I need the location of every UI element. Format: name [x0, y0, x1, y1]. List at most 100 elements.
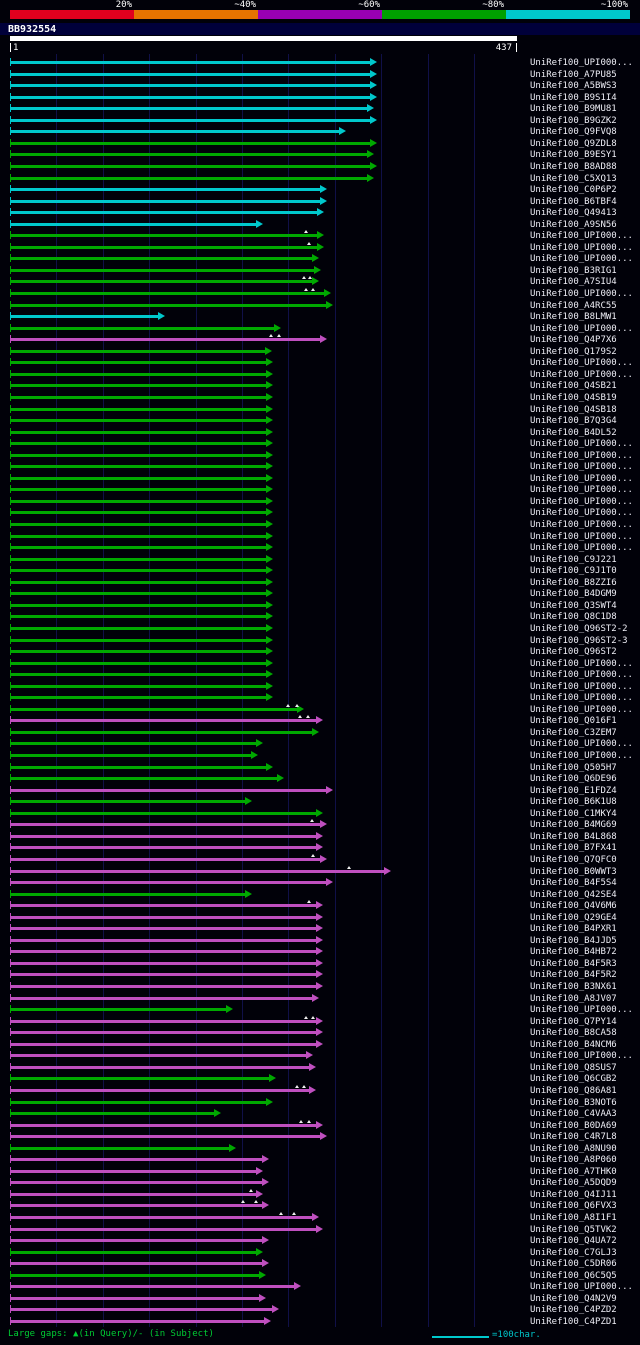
hit-bar[interactable]	[11, 638, 267, 642]
hit-label[interactable]: UniRef100_B9ESY1	[530, 150, 617, 161]
hit-bar[interactable]	[11, 1077, 269, 1081]
hit-bar[interactable]	[11, 869, 384, 873]
hit-label[interactable]: UniRef100_B8ZZI6	[530, 577, 617, 588]
hit-bar[interactable]	[11, 1019, 317, 1023]
hit-label[interactable]: UniRef100_UPI000...	[530, 1005, 633, 1016]
hit-bar[interactable]	[11, 857, 320, 861]
hit-bar[interactable]	[11, 707, 297, 711]
hit-label[interactable]: UniRef100_Q8SUS7	[530, 1062, 617, 1073]
hit-label[interactable]: UniRef100_C4PZD1	[530, 1316, 617, 1327]
hit-bar[interactable]	[11, 1262, 262, 1266]
hit-bar[interactable]	[11, 557, 267, 561]
hit-label[interactable]: UniRef100_B9S1I4	[530, 92, 617, 103]
hit-label[interactable]: UniRef100_UPI000...	[530, 254, 633, 265]
hit-bar[interactable]	[11, 1192, 256, 1196]
hit-bar[interactable]	[11, 696, 267, 700]
hit-label[interactable]: UniRef100_Q4SB21	[530, 381, 617, 392]
hit-bar[interactable]	[11, 1319, 265, 1323]
hit-bar[interactable]	[11, 315, 159, 319]
hit-label[interactable]: UniRef100_C5DR06	[530, 1259, 617, 1270]
hit-bar[interactable]	[11, 164, 370, 168]
hit-bar[interactable]	[11, 985, 317, 988]
hit-label[interactable]: UniRef100_B4F5S4	[530, 878, 617, 889]
hit-bar[interactable]	[11, 476, 267, 480]
hit-bar[interactable]	[11, 1296, 260, 1300]
hit-bar[interactable]	[11, 1204, 262, 1208]
hit-bar[interactable]	[11, 430, 267, 434]
hit-bar[interactable]	[11, 361, 267, 365]
hit-label[interactable]: UniRef100_UPI000...	[530, 739, 633, 750]
hit-bar[interactable]	[11, 292, 325, 295]
hit-label[interactable]: UniRef100_B3RIG1	[530, 265, 617, 276]
hit-bar[interactable]	[11, 1227, 317, 1231]
hit-label[interactable]: UniRef100_UPI000...	[530, 323, 633, 334]
hit-label[interactable]: UniRef100_UPI000...	[530, 520, 633, 530]
hit-label[interactable]: UniRef100_Q8C1D8	[530, 612, 617, 623]
hit-bar[interactable]	[11, 765, 267, 769]
hit-bar[interactable]	[11, 580, 267, 584]
hit-label[interactable]: UniRef100_A7PU85	[530, 69, 617, 80]
hit-label[interactable]: UniRef100_Q3SWT4	[530, 600, 617, 611]
hit-bar[interactable]	[11, 141, 370, 145]
hit-label[interactable]: UniRef100_UPI000...	[530, 658, 633, 669]
hit-label[interactable]: UniRef100_C4PZD2	[530, 1305, 617, 1316]
hit-label[interactable]: UniRef100_Q29GE4	[530, 912, 617, 923]
hit-label[interactable]: UniRef100_UPI000...	[530, 439, 633, 450]
hit-label[interactable]: UniRef100_A8P060	[530, 1155, 617, 1166]
hit-label[interactable]: UniRef100_B4HB72	[530, 947, 617, 958]
hit-bar[interactable]	[11, 153, 368, 157]
hit-bar[interactable]	[11, 615, 267, 619]
hit-bar[interactable]	[11, 603, 267, 607]
hit-label[interactable]: UniRef100_Q9FVQ8	[530, 127, 617, 138]
hit-label[interactable]: UniRef100_C0P6P2	[530, 185, 617, 196]
hit-label[interactable]: UniRef100_UPI000...	[530, 508, 633, 519]
hit-bar[interactable]	[11, 176, 368, 180]
hit-label[interactable]: UniRef100_C4VAA3	[530, 1109, 617, 1120]
hit-label[interactable]: UniRef100_Q4SB19	[530, 392, 617, 403]
hit-bar[interactable]	[11, 661, 267, 665]
hit-bar[interactable]	[11, 280, 312, 284]
hit-label[interactable]: UniRef100_B4F5R3	[530, 958, 617, 969]
hit-bar[interactable]	[11, 1216, 312, 1219]
hit-bar[interactable]	[11, 1042, 317, 1046]
hit-bar[interactable]	[11, 465, 267, 469]
hit-label[interactable]: UniRef100_UPI000...	[530, 473, 633, 484]
hit-label[interactable]: UniRef100_A8JV07	[530, 993, 617, 1004]
hit-bar[interactable]	[11, 892, 246, 896]
hit-bar[interactable]	[11, 1100, 267, 1104]
hit-bar[interactable]	[11, 684, 267, 688]
hit-bar[interactable]	[11, 1146, 230, 1150]
hit-label[interactable]: UniRef100_UPI000...	[530, 681, 633, 692]
hit-bar[interactable]	[11, 1158, 262, 1162]
hit-bar[interactable]	[11, 523, 267, 526]
hit-label[interactable]: UniRef100_B3NX61	[530, 982, 617, 992]
hit-bar[interactable]	[11, 84, 370, 88]
hit-bar[interactable]	[11, 245, 318, 249]
hit-bar[interactable]	[11, 234, 318, 238]
hit-label[interactable]: UniRef100_UPI000...	[530, 670, 633, 681]
hit-label[interactable]: UniRef100_C3ZEM7	[530, 727, 617, 738]
hit-label[interactable]: UniRef100_B9GZK2	[530, 115, 617, 126]
hit-bar[interactable]	[11, 61, 370, 64]
hit-label[interactable]: UniRef100_Q42SE4	[530, 889, 617, 900]
hit-label[interactable]: UniRef100_A8NU90	[530, 1143, 617, 1154]
hit-bar[interactable]	[11, 1065, 310, 1069]
hit-bar[interactable]	[11, 927, 317, 931]
hit-bar[interactable]	[11, 730, 312, 734]
hit-label[interactable]: UniRef100_Q7QFC0	[530, 854, 617, 865]
hit-label[interactable]: UniRef100_B8LMW1	[530, 312, 617, 323]
hit-bar[interactable]	[11, 442, 267, 446]
hit-label[interactable]: UniRef100_B7Q3G4	[530, 416, 617, 427]
hit-bar[interactable]	[11, 938, 317, 942]
hit-bar[interactable]	[11, 453, 267, 457]
hit-label[interactable]: UniRef100_UPI000...	[530, 369, 633, 380]
hit-label[interactable]: UniRef100_B0WWT3	[530, 866, 617, 877]
hit-label[interactable]: UniRef100_Q5TVK2	[530, 1224, 617, 1235]
hit-bar[interactable]	[11, 881, 326, 885]
hit-label[interactable]: UniRef100_Q6C5Q5	[530, 1270, 617, 1281]
hit-label[interactable]: UniRef100_C1MKY4	[530, 808, 617, 819]
hit-label[interactable]: UniRef100_UPI000...	[530, 485, 633, 496]
hit-label[interactable]: UniRef100_B4PXR1	[530, 924, 617, 935]
hit-label[interactable]: UniRef100_B0DA69	[530, 1120, 617, 1131]
hit-label[interactable]: UniRef100_Q179S2	[530, 346, 617, 357]
